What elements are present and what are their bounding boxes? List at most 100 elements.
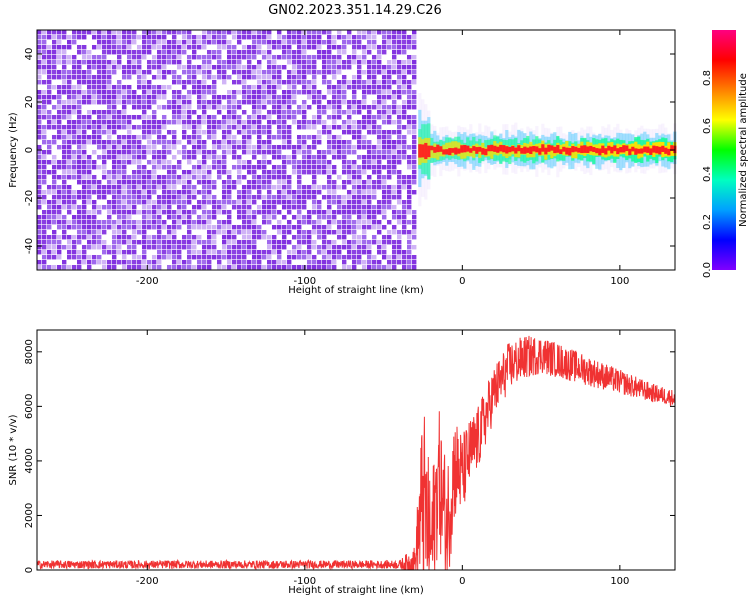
heatmap-cell	[117, 100, 122, 105]
heatmap-cell	[322, 210, 327, 215]
heatmap-cell	[412, 115, 417, 120]
heatmap-cell	[342, 85, 347, 90]
heatmap-cell	[347, 250, 352, 255]
heatmap-cell	[62, 160, 67, 165]
heatmap-cell	[137, 115, 142, 120]
heatmap-cell	[312, 180, 317, 185]
heatmap-cell	[412, 100, 417, 105]
heatmap-cell	[362, 185, 367, 190]
heatmap-cell	[192, 65, 197, 70]
heatmap-cell	[367, 110, 372, 115]
heatmap-cell	[362, 60, 367, 65]
heatmap-cell	[37, 55, 42, 60]
heatmap-cell	[337, 195, 342, 200]
heatmap-cell	[282, 200, 287, 205]
heatmap-cell	[387, 200, 392, 205]
heatmap-cell	[137, 85, 142, 90]
heatmap-cell	[132, 170, 137, 175]
heatmap-cell	[177, 165, 182, 170]
heatmap-cell	[387, 85, 392, 90]
heatmap-cell	[207, 120, 212, 125]
heatmap-cell	[42, 55, 47, 60]
heatmap-cell	[397, 40, 402, 45]
heatmap-cell	[207, 130, 212, 135]
heatmap-cell	[117, 110, 122, 115]
heatmap-cell	[402, 155, 407, 160]
heatmap-cell	[127, 235, 132, 240]
heatmap-cell	[297, 170, 302, 175]
heatmap-cell	[412, 45, 417, 50]
heatmap-cell	[292, 225, 297, 230]
heatmap-cell	[87, 225, 92, 230]
heatmap-cell	[407, 55, 412, 60]
heatmap-cell	[117, 175, 122, 180]
heatmap-cell	[292, 235, 297, 240]
heatmap-cell	[157, 45, 162, 50]
heatmap-cell	[87, 180, 92, 185]
heatmap-cell	[237, 70, 242, 75]
heatmap-cell	[302, 265, 307, 270]
heatmap-cell	[287, 45, 292, 50]
heatmap-cell	[262, 265, 267, 270]
heatmap-cell	[107, 205, 112, 210]
heatmap-cell	[267, 145, 272, 150]
heatmap-cell	[227, 190, 232, 195]
heatmap-cell	[202, 90, 207, 95]
heatmap-cell	[107, 190, 112, 195]
heatmap-cell	[402, 180, 407, 185]
heatmap-cell	[142, 155, 147, 160]
heatmap-cell	[312, 125, 317, 130]
heatmap-cell	[257, 100, 262, 105]
heatmap-cell	[47, 265, 52, 270]
heatmap-cell	[192, 185, 197, 190]
heatmap-cell	[112, 185, 117, 190]
heatmap-cell	[307, 250, 312, 255]
heatmap-cell	[197, 160, 202, 165]
heatmap-cell	[397, 190, 402, 195]
heatmap-cell	[72, 105, 77, 110]
heatmap-cell	[217, 70, 222, 75]
heatmap-cell	[197, 65, 202, 70]
heatmap-cell	[377, 230, 382, 235]
heatmap-cell	[222, 210, 227, 215]
heatmap-cell	[62, 175, 67, 180]
heatmap-cell	[237, 255, 242, 260]
heatmap-cell	[212, 80, 217, 85]
heatmap-cell	[237, 245, 242, 250]
heatmap-cell	[282, 55, 287, 60]
heatmap-cell	[237, 30, 242, 35]
heatmap-cell	[362, 225, 367, 230]
heatmap-cell	[412, 150, 417, 155]
heatmap-cell	[107, 30, 112, 35]
heatmap-cell	[412, 170, 417, 175]
heatmap-cell	[237, 210, 242, 215]
heatmap-cell	[192, 240, 197, 245]
heatmap-cell	[407, 220, 412, 225]
heatmap-cell	[307, 125, 312, 130]
heatmap-cell	[387, 175, 392, 180]
heatmap-cell	[392, 260, 397, 265]
heatmap-cell	[282, 105, 287, 110]
heatmap-cell	[52, 235, 57, 240]
heatmap-cell	[392, 265, 397, 270]
heatmap-cell	[272, 45, 277, 50]
heatmap-cell	[337, 55, 342, 60]
heatmap-cell	[262, 100, 267, 105]
heatmap-cell	[327, 245, 332, 250]
signal-band-cell	[565, 147, 569, 155]
heatmap-cell	[167, 145, 172, 150]
heatmap-cell	[337, 90, 342, 95]
heatmap-cell	[252, 95, 257, 100]
signal-band-cell	[484, 148, 488, 156]
heatmap-cell	[297, 110, 302, 115]
heatmap-cell	[172, 255, 177, 260]
heatmap-cell	[57, 75, 62, 80]
heatmap-cell	[257, 250, 262, 255]
heatmap-cell	[332, 85, 337, 90]
heatmap-cell	[202, 265, 207, 270]
heatmap-cell	[342, 45, 347, 50]
heatmap-cell	[332, 35, 337, 40]
signal-band-cell	[511, 145, 515, 152]
heatmap-cell	[342, 80, 347, 85]
heatmap-cell	[352, 165, 357, 170]
